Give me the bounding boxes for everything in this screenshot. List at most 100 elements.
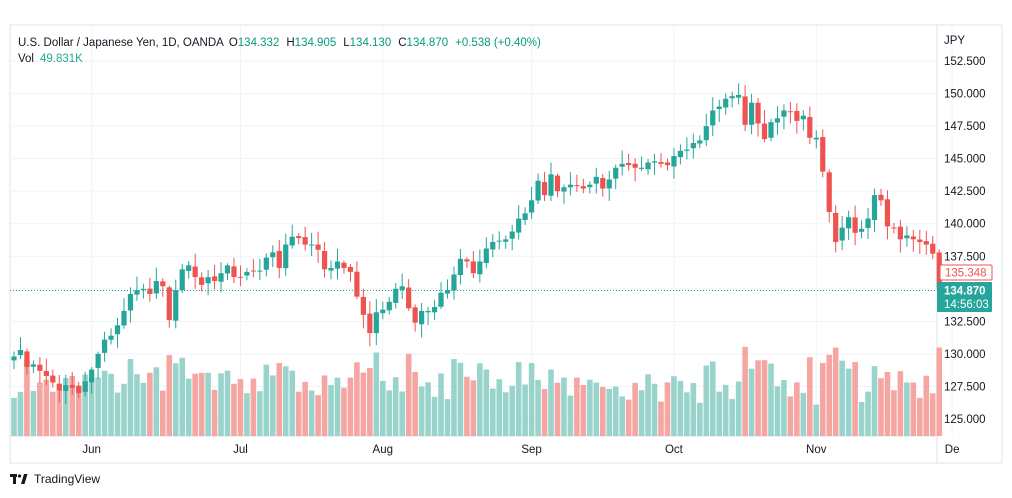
candle [548,162,554,201]
volume-bar [308,390,315,436]
candle [904,226,910,247]
volume-bar [735,381,742,436]
candle [567,172,574,196]
volume-bar [263,364,270,436]
volume-bar [891,390,897,436]
volume-bar [748,368,755,436]
volume-bar [257,391,263,436]
volume-bar [289,370,296,436]
candle [768,118,774,142]
candle [160,278,166,297]
candle [470,251,476,279]
candle [509,225,515,251]
volume-bar [218,373,224,436]
volume-bar [464,376,470,436]
svg-text:135.348: 135.348 [945,268,987,280]
candle [800,110,806,131]
volume-bar [917,397,923,436]
candle [360,288,366,329]
candle [645,158,651,175]
volume-bar [878,378,884,436]
candle [270,245,276,268]
candle [153,267,159,299]
volume-bar [664,382,671,436]
candle [114,317,121,348]
volume-bar [477,363,483,436]
candle [276,239,282,279]
candle [431,299,438,321]
candle [108,328,114,345]
candle [878,188,884,206]
volume-bar [541,388,548,436]
volume-bar [438,373,444,436]
x-tick-label: Jun [82,444,101,456]
bar-countdown: 14:56:03 [944,299,989,311]
candle [211,264,218,290]
volume-bar [826,354,833,436]
candle [600,173,606,197]
candle [658,153,664,168]
high-label: H [286,37,295,49]
volume-bar [677,380,684,436]
candle [179,263,185,293]
candle [464,257,470,269]
volume-bar [832,347,839,436]
candle [697,135,703,149]
candle [535,173,541,204]
candle [334,248,341,280]
symbol-title[interactable]: U.S. Dollar / Japanese Yen, 1D, OANDA [18,37,224,49]
x-tick-label: Aug [373,444,393,456]
candle [367,301,373,347]
volume-bar [37,382,43,436]
volume-bar [509,385,515,436]
x-tick-label: Sep [521,444,541,456]
candle [794,103,800,134]
candle [761,110,768,143]
volume-bar [321,375,328,436]
y-tick-label: 147.500 [944,121,986,133]
candle [43,358,49,386]
volume-bar [936,347,943,436]
x-tick-label: Nov [806,444,827,456]
candle [373,299,379,346]
time-axis[interactable]: Jun Jul Aug Sep Oct Nov De [82,444,959,456]
candle [587,181,593,194]
volume-bar [198,372,205,436]
volume-bar [192,373,198,436]
footer-branding[interactable]: TradingView [10,472,100,486]
price-axis[interactable]: 125.000127.500130.000132.500135.000137.5… [944,56,986,426]
candle [910,229,916,252]
last-price-value: 134.870 [944,286,986,298]
candle [218,262,224,293]
volume-bar [127,359,134,436]
volume-bar [852,362,858,436]
candle [781,104,787,130]
candle [852,205,858,246]
candle [321,241,328,278]
candle [748,93,755,135]
close-value: 134.870 [406,37,449,49]
volume-bar [865,391,871,436]
volume-bar [101,370,108,436]
y-tick-label: 125.000 [944,414,986,426]
volume-bar [379,380,386,436]
candle [917,229,923,254]
volume-bar [405,353,412,436]
volume-bar [722,384,729,436]
volume-bar [561,377,567,436]
candle [166,285,172,328]
candle [846,210,852,240]
volume-bar [709,361,716,436]
candle [723,93,729,115]
candle [30,360,37,374]
y-tick-label: 140.000 [944,219,986,231]
y-tick-label: 152.500 [944,56,986,68]
candle [393,282,399,309]
candle [380,301,386,320]
prev-close-tag: 135.348 [939,264,993,281]
candle [483,237,489,269]
volume-bar [768,363,774,436]
close-label: C [398,37,407,49]
candle [412,304,418,332]
